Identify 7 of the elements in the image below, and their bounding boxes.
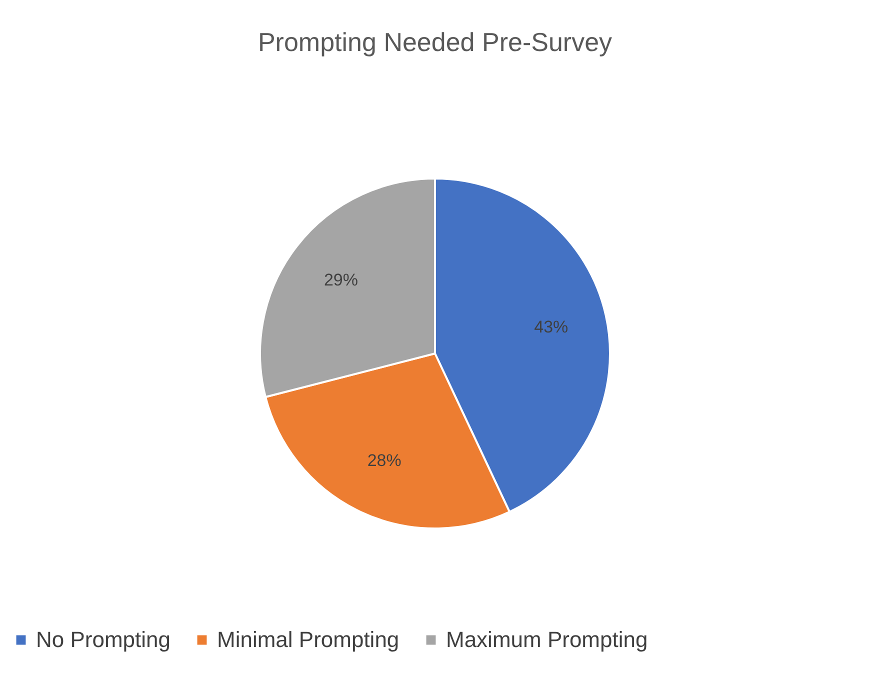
data-label: 29% <box>324 270 358 290</box>
chart-title: Prompting Needed Pre-Survey <box>258 27 612 57</box>
legend-label: Maximum Prompting <box>446 627 648 652</box>
legend-label: No Prompting <box>36 627 171 652</box>
data-label: 28% <box>367 451 402 470</box>
data-label: 43% <box>534 318 568 337</box>
legend-label: Minimal Prompting <box>217 627 400 652</box>
